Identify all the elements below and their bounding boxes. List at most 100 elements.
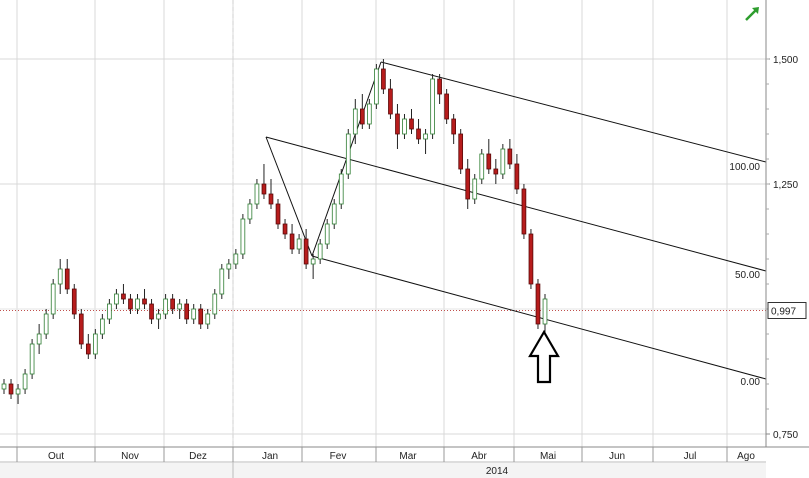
trend-arrow-head — [752, 7, 759, 14]
candle-body — [205, 313, 211, 325]
candle — [212, 289, 218, 319]
candle — [78, 309, 84, 349]
candle-body — [121, 293, 126, 300]
month-label: Jan — [262, 451, 278, 462]
candle — [500, 144, 506, 179]
candle — [36, 324, 42, 354]
candle — [57, 259, 63, 294]
candle — [100, 314, 105, 339]
candle-body — [479, 153, 485, 180]
candle — [142, 289, 147, 309]
month-label: Ago — [737, 451, 755, 462]
candle — [114, 289, 119, 309]
candle — [317, 239, 323, 264]
candle-body — [64, 268, 70, 290]
candle — [254, 179, 260, 209]
candle — [128, 294, 133, 314]
candle — [198, 304, 204, 329]
candle — [345, 129, 351, 179]
candle — [507, 139, 513, 169]
candle-body — [177, 303, 182, 310]
candle-body — [486, 153, 492, 170]
candle — [451, 114, 456, 144]
candle-body — [423, 133, 428, 140]
candle — [535, 279, 541, 329]
candle-body — [416, 128, 421, 140]
month-label: Jul — [684, 451, 697, 462]
candle-body — [514, 163, 520, 190]
candle-body — [296, 238, 302, 250]
candle — [29, 339, 35, 379]
candle — [430, 74, 435, 139]
month-label: Jun — [609, 451, 625, 462]
fib-level-label: 100.00 — [729, 162, 760, 173]
candle — [226, 259, 232, 279]
candle — [50, 279, 56, 319]
candle — [219, 264, 225, 299]
candle — [163, 294, 168, 319]
month-label: Nov — [121, 451, 139, 462]
candle — [289, 224, 295, 254]
candle — [324, 219, 330, 249]
candle-body — [43, 313, 49, 335]
candle-body — [275, 203, 281, 225]
candle — [542, 294, 548, 339]
candle-body — [1, 383, 7, 390]
candle — [381, 59, 386, 94]
candle — [359, 94, 365, 129]
month-label: Abr — [471, 451, 487, 462]
candle-body — [451, 118, 456, 135]
candle — [472, 174, 478, 204]
candle-body — [409, 118, 414, 130]
month-label: Mai — [540, 451, 556, 462]
candle-body — [156, 313, 161, 320]
year-label: 2014 — [486, 466, 509, 477]
candle — [135, 294, 140, 314]
candle-body — [331, 203, 337, 225]
candle-body — [135, 298, 140, 310]
candle-body — [71, 288, 77, 315]
candle — [352, 99, 358, 144]
up-arrow-annotation — [528, 329, 560, 384]
candle-body — [381, 68, 386, 90]
candle — [338, 169, 344, 209]
candle-body — [50, 283, 56, 315]
candle-body — [395, 113, 400, 135]
candlesticks — [1, 59, 548, 404]
candle — [486, 139, 492, 174]
candle-body — [521, 188, 527, 235]
annotations — [528, 7, 759, 384]
candle — [1, 379, 7, 394]
candle — [261, 164, 267, 199]
candle — [43, 309, 49, 339]
month-label: Out — [48, 451, 64, 462]
month-label: Fev — [330, 451, 347, 462]
candle — [275, 199, 281, 229]
candle-body — [226, 263, 232, 270]
candle-body — [444, 93, 449, 120]
candle — [177, 299, 182, 319]
candle-body — [261, 183, 267, 195]
candle — [149, 299, 154, 324]
candle — [367, 99, 372, 129]
fib-anchor-line — [265, 136, 313, 257]
candle-body — [535, 283, 541, 325]
candle-body — [233, 253, 239, 265]
candle — [282, 219, 288, 239]
candle — [479, 149, 485, 184]
candle-body — [338, 173, 344, 205]
candle-body — [345, 133, 351, 175]
candle — [93, 329, 98, 359]
fib-channel-line — [380, 61, 767, 163]
candle — [395, 104, 400, 149]
candle-body — [29, 343, 35, 375]
last-price-box — [767, 302, 807, 319]
candle — [296, 234, 302, 254]
candle-body — [36, 333, 42, 345]
candle — [191, 304, 197, 324]
candle — [409, 109, 414, 134]
candle — [240, 214, 246, 259]
candle-body — [191, 308, 197, 320]
